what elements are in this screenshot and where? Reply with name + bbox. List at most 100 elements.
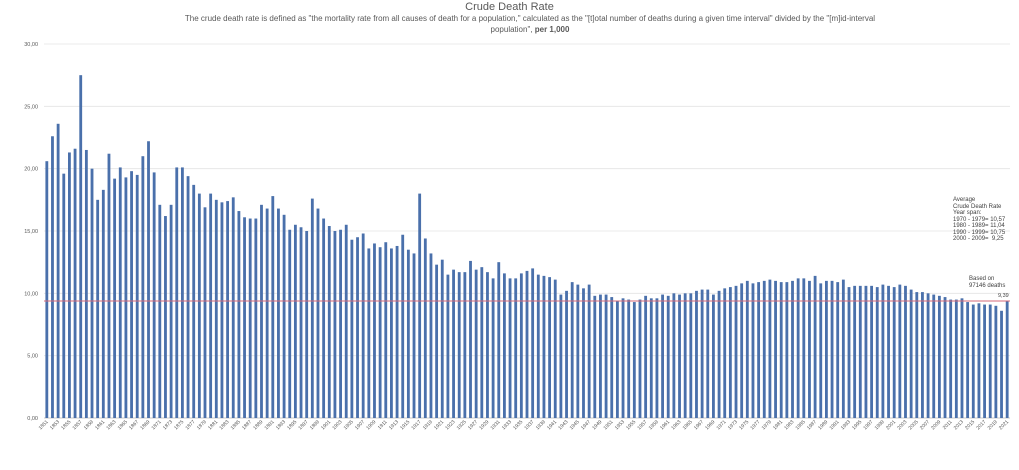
y-tick-label: 20,00 bbox=[24, 167, 38, 173]
x-tick-label: 1981 bbox=[772, 419, 784, 431]
x-tick-label: 1887 bbox=[241, 419, 253, 431]
bar bbox=[700, 289, 704, 418]
bar bbox=[926, 293, 930, 418]
bar bbox=[937, 295, 941, 418]
x-tick-label: 1865 bbox=[117, 419, 129, 431]
x-tick-label: 2017 bbox=[975, 419, 987, 431]
bar bbox=[757, 282, 761, 418]
x-tick-label: 1997 bbox=[862, 419, 874, 431]
bar bbox=[299, 227, 303, 418]
x-tick-label: 1851 bbox=[38, 419, 50, 431]
x-tick-label: 1889 bbox=[252, 419, 264, 431]
x-tick-label: 1987 bbox=[806, 419, 818, 431]
bar bbox=[305, 231, 309, 418]
bar bbox=[147, 141, 150, 419]
y-tick-label: 25,00 bbox=[24, 104, 38, 110]
bar bbox=[627, 299, 631, 418]
x-tick-label: 1883 bbox=[218, 419, 230, 431]
bar bbox=[310, 198, 314, 418]
bar bbox=[203, 207, 207, 418]
bar bbox=[802, 278, 806, 418]
bar bbox=[373, 243, 376, 418]
x-tick-label: 1913 bbox=[388, 419, 400, 431]
x-tick-label: 1951 bbox=[603, 419, 615, 431]
bar bbox=[469, 260, 472, 418]
x-tick-label: 2001 bbox=[885, 419, 897, 431]
bar bbox=[734, 285, 738, 418]
bar bbox=[779, 282, 783, 418]
bar bbox=[107, 153, 111, 418]
bar bbox=[254, 218, 258, 418]
bar bbox=[327, 226, 331, 418]
x-tick-label: 1861 bbox=[94, 419, 106, 431]
x-tick-label: 1949 bbox=[591, 419, 603, 431]
x-tick-label: 1903 bbox=[331, 419, 343, 431]
x-tick-label: 1917 bbox=[410, 419, 422, 431]
bar bbox=[977, 303, 981, 418]
x-tick-label: 1897 bbox=[297, 419, 309, 431]
bar bbox=[994, 305, 998, 418]
bar bbox=[689, 293, 693, 418]
bar bbox=[751, 283, 755, 418]
bar bbox=[361, 233, 365, 418]
x-tick-label: 1929 bbox=[478, 419, 490, 431]
based-on-annotation: Based on 97146 deaths bbox=[969, 276, 1006, 289]
x-tick-label: 1977 bbox=[749, 419, 761, 431]
x-tick-label: 1885 bbox=[230, 419, 242, 431]
x-tick-label: 1991 bbox=[829, 419, 841, 431]
x-tick-label: 1989 bbox=[817, 419, 829, 431]
bar bbox=[45, 161, 49, 419]
bar bbox=[576, 284, 580, 418]
bar bbox=[344, 224, 348, 418]
bar bbox=[649, 298, 653, 418]
chart-title: Crude Death Rate bbox=[465, 1, 554, 13]
bar bbox=[644, 295, 648, 418]
bar bbox=[875, 287, 879, 418]
bar bbox=[841, 279, 845, 418]
x-tick-label: 1961 bbox=[659, 419, 671, 431]
x-tick-label: 2007 bbox=[919, 419, 931, 431]
bar bbox=[141, 156, 145, 418]
bar bbox=[497, 262, 501, 418]
x-tick-label: 1925 bbox=[456, 419, 468, 431]
x-tick-label: 1953 bbox=[614, 419, 626, 431]
bar bbox=[220, 202, 224, 418]
bar bbox=[785, 282, 789, 418]
bar bbox=[68, 152, 71, 418]
bar bbox=[887, 285, 890, 418]
bar bbox=[621, 298, 625, 418]
x-tick-label: 1877 bbox=[185, 419, 197, 431]
bar bbox=[672, 293, 676, 418]
x-tick-label: 1881 bbox=[207, 419, 219, 431]
bar bbox=[858, 285, 862, 418]
x-tick-label: 1853 bbox=[49, 419, 61, 431]
bar bbox=[51, 136, 54, 418]
bar bbox=[808, 280, 811, 418]
subtitle-text: The crude death rate is defined as "the … bbox=[184, 14, 876, 34]
bar bbox=[491, 278, 495, 418]
bar bbox=[960, 298, 964, 418]
bar bbox=[62, 173, 66, 418]
x-tick-label: 1923 bbox=[444, 419, 456, 431]
bar bbox=[966, 302, 970, 418]
bar bbox=[615, 300, 619, 418]
x-tick-label: 1899 bbox=[309, 419, 321, 431]
bar bbox=[277, 208, 280, 418]
x-tick-label: 1935 bbox=[512, 419, 524, 431]
x-tick-label: 1969 bbox=[704, 419, 716, 431]
bar bbox=[548, 277, 552, 418]
x-tick-label: 1901 bbox=[320, 419, 332, 431]
bar bbox=[661, 294, 664, 418]
bar bbox=[333, 231, 337, 418]
bar bbox=[288, 229, 292, 418]
bar bbox=[599, 294, 602, 418]
x-tick-label: 1963 bbox=[670, 419, 682, 431]
bar bbox=[186, 176, 190, 418]
bar bbox=[135, 174, 139, 418]
x-tick-label: 1893 bbox=[275, 419, 287, 431]
x-tick-label: 1941 bbox=[546, 419, 558, 431]
bar bbox=[113, 178, 117, 418]
bar bbox=[582, 288, 585, 418]
bar bbox=[525, 270, 529, 418]
bar bbox=[130, 171, 133, 418]
